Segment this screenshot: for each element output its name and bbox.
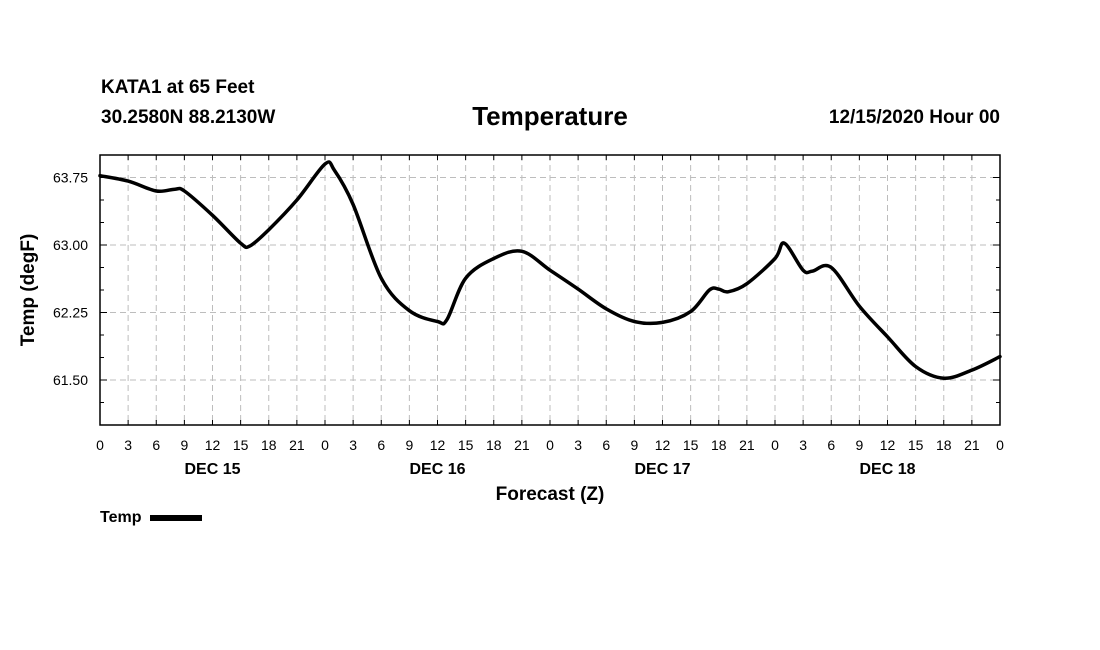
y-axis-ticks: 61.50 62.25 63.00 63.75 — [53, 170, 1000, 403]
station-label: KATA1 at 65 Feet — [101, 77, 255, 98]
x-axis-label: Forecast (Z) — [496, 484, 605, 505]
x-tick-label: 18 — [711, 437, 727, 453]
x-tick-label: 15 — [683, 437, 699, 453]
x-tick-label: 15 — [458, 437, 474, 453]
temp-series-line — [98, 160, 1002, 380]
x-tick-label: 18 — [486, 437, 502, 453]
day-label: DEC 15 — [184, 461, 240, 478]
x-tick-label: 18 — [261, 437, 277, 453]
x-tick-label: 3 — [124, 437, 132, 453]
x-tick-label: 3 — [799, 437, 807, 453]
chart-title: Temperature — [472, 101, 628, 131]
x-tick-label: 0 — [96, 437, 104, 453]
x-tick-label: 9 — [855, 437, 863, 453]
y-tick-label: 63.75 — [53, 170, 88, 186]
grid-lines — [100, 155, 1000, 425]
x-tick-label: 6 — [827, 437, 835, 453]
x-tick-label: 15 — [908, 437, 924, 453]
x-tick-label: 9 — [630, 437, 638, 453]
x-tick-label: 12 — [205, 437, 221, 453]
x-axis-ticks: 0 3 6 9 12 15 18 21 0 3 6 9 12 15 18 21 0 3 6 9 12 15 18 21 0 3 6 9… — [96, 155, 1004, 453]
x-tick-label: 12 — [430, 437, 446, 453]
y-tick-label: 61.50 — [53, 372, 88, 388]
x-tick-label: 21 — [289, 437, 305, 453]
x-tick-label: 6 — [152, 437, 160, 453]
forecast-run-time: 12/15/2020 Hour 00 — [828, 107, 1000, 128]
y-axis-label: Temp (degF) — [18, 234, 39, 347]
x-tick-label: 12 — [880, 437, 896, 453]
x-tick-label: 3 — [349, 437, 357, 453]
legend-line-swatch — [150, 515, 203, 521]
x-tick-label: 9 — [405, 437, 413, 453]
day-label: DEC 17 — [634, 461, 690, 478]
day-labels: DEC 15 DEC 16 DEC 17 DEC 18 — [184, 461, 915, 478]
x-tick-label: 9 — [180, 437, 188, 453]
x-tick-label: 15 — [233, 437, 249, 453]
x-tick-label: 18 — [936, 437, 952, 453]
x-tick-label: 3 — [574, 437, 582, 453]
x-tick-label: 21 — [964, 437, 980, 453]
x-tick-label: 6 — [377, 437, 385, 453]
station-coordinates: 30.2580N 88.2130W — [101, 107, 276, 128]
x-tick-label: 0 — [771, 437, 779, 453]
x-tick-label: 12 — [655, 437, 671, 453]
day-label: DEC 18 — [859, 461, 915, 478]
y-tick-label: 62.25 — [53, 305, 88, 321]
y-tick-label: 63.00 — [53, 237, 88, 253]
x-tick-label: 0 — [546, 437, 554, 453]
legend: Temp — [100, 509, 203, 527]
x-tick-label: 21 — [739, 437, 755, 453]
x-tick-label: 6 — [602, 437, 610, 453]
day-label: DEC 16 — [409, 461, 465, 478]
x-tick-label: 0 — [996, 437, 1004, 453]
x-tick-label: 21 — [514, 437, 530, 453]
x-tick-label: 0 — [321, 437, 329, 453]
legend-label: Temp — [100, 509, 142, 526]
